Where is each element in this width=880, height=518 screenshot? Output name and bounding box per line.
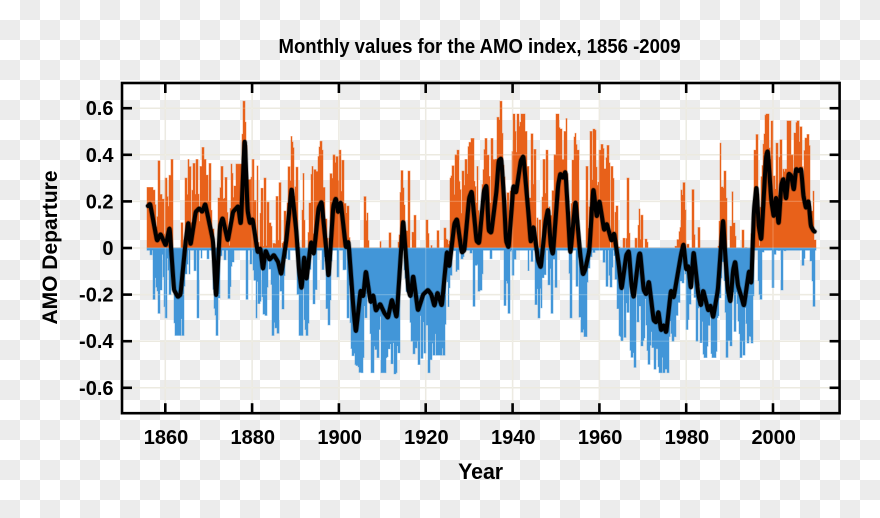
svg-text:1960: 1960 (578, 427, 623, 449)
svg-text:2000: 2000 (751, 427, 796, 449)
svg-text:1980: 1980 (665, 427, 710, 449)
svg-text:Monthly values for the AMO ind: Monthly values for the AMO index, 1856 -… (279, 36, 681, 58)
svg-text:Year: Year (458, 459, 503, 484)
svg-text:0.6: 0.6 (86, 98, 114, 120)
svg-text:-0.6: -0.6 (79, 378, 113, 400)
svg-text:0.2: 0.2 (86, 191, 114, 213)
svg-text:1880: 1880 (231, 427, 276, 449)
svg-text:1900: 1900 (317, 427, 362, 449)
svg-text:1860: 1860 (144, 427, 189, 449)
svg-text:1940: 1940 (491, 427, 536, 449)
svg-text:0.4: 0.4 (86, 145, 115, 167)
svg-text:0: 0 (102, 238, 113, 260)
svg-text:1920: 1920 (404, 427, 449, 449)
svg-text:-0.2: -0.2 (79, 285, 113, 307)
svg-text:-0.4: -0.4 (79, 331, 114, 353)
svg-text:AMO Departure: AMO Departure (39, 170, 62, 324)
